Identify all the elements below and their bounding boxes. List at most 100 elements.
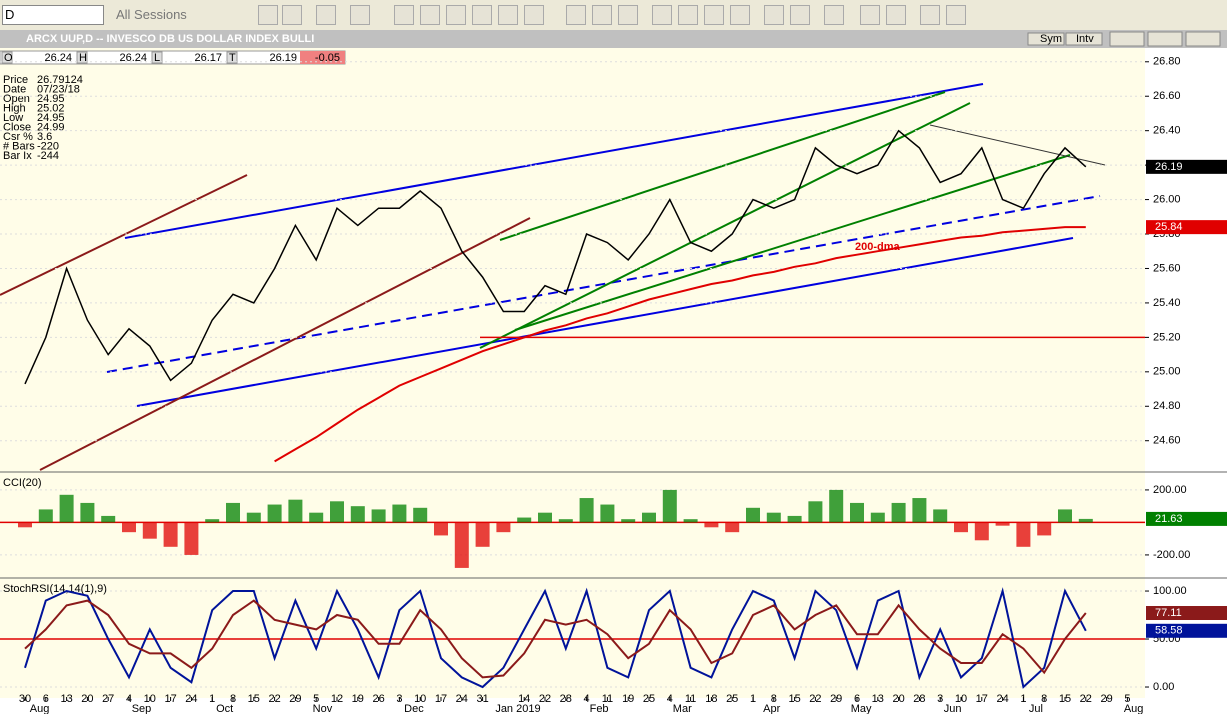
x-tick-label: 6 bbox=[43, 693, 49, 705]
y-tick-label: 26.40 bbox=[1153, 125, 1181, 137]
button[interactable] bbox=[730, 5, 750, 25]
min-button[interactable] bbox=[1109, 31, 1145, 47]
max-button[interactable] bbox=[1147, 31, 1183, 47]
x-month-label: Dec bbox=[404, 703, 424, 714]
info-value: -244 bbox=[37, 150, 59, 162]
ohlc-key-box bbox=[226, 51, 238, 64]
x-month-label: Aug bbox=[30, 703, 50, 714]
x-tick-label: 29 bbox=[289, 693, 301, 705]
button[interactable] bbox=[282, 5, 302, 25]
cci-bar bbox=[974, 522, 989, 541]
annotation: 200-dma bbox=[855, 241, 901, 253]
x-tick-label: 28 bbox=[560, 693, 572, 705]
ohlc-key: L bbox=[154, 52, 160, 64]
button[interactable] bbox=[824, 5, 844, 25]
x-tick-label: 22 bbox=[539, 693, 551, 705]
cci-bar bbox=[371, 509, 386, 523]
x-tick-label: 1 bbox=[209, 693, 215, 705]
button[interactable] bbox=[498, 5, 518, 25]
info-value: 25.02 bbox=[37, 102, 65, 114]
x-tick-label: 30 bbox=[19, 693, 31, 705]
cci-bar bbox=[600, 504, 615, 523]
y-tick-label: 200.00 bbox=[1153, 484, 1187, 496]
button[interactable] bbox=[524, 5, 544, 25]
chart-title: ARCX UUP,D -- INVESCO DB US DOLLAR INDEX… bbox=[26, 33, 314, 45]
intv-button[interactable] bbox=[1065, 32, 1103, 46]
cci-bar bbox=[226, 502, 240, 523]
x-month-label: Mar bbox=[673, 703, 692, 714]
button[interactable] bbox=[946, 5, 966, 25]
change: -0.05 bbox=[315, 52, 340, 64]
series-line bbox=[274, 226, 1086, 463]
sym-button[interactable] bbox=[1027, 32, 1065, 46]
sessions[interactable]: All Sessions bbox=[116, 7, 187, 22]
x-tick-label: 5 bbox=[313, 693, 319, 705]
ohlc-value: 26.24 bbox=[119, 52, 147, 64]
info-label: High bbox=[3, 102, 26, 114]
cci-bar bbox=[309, 512, 324, 523]
button[interactable] bbox=[790, 5, 810, 25]
button[interactable] bbox=[704, 5, 724, 25]
cci-bar bbox=[746, 507, 760, 523]
cci-bar bbox=[1037, 522, 1052, 536]
y-tick-label: 24.60 bbox=[1153, 435, 1181, 447]
button[interactable] bbox=[566, 5, 586, 25]
button[interactable] bbox=[316, 5, 336, 25]
x-tick-label: 8 bbox=[230, 693, 236, 705]
y-tick-label: -200.00 bbox=[1153, 549, 1190, 561]
cci-bar bbox=[787, 515, 802, 523]
button[interactable] bbox=[764, 5, 784, 25]
x-tick-label: 4 bbox=[584, 693, 590, 705]
x-tick-label: 20 bbox=[81, 693, 93, 705]
x-tick-label: 10 bbox=[414, 693, 426, 705]
button[interactable] bbox=[350, 5, 370, 25]
cci-bar bbox=[850, 502, 864, 523]
x-tick-label: 24 bbox=[185, 693, 197, 705]
ohlc-key-box bbox=[151, 51, 163, 64]
cci-bar bbox=[38, 509, 53, 523]
cci-bar bbox=[558, 519, 573, 523]
last-value-box bbox=[1146, 606, 1227, 621]
cci-bar bbox=[995, 522, 1010, 526]
y-tick-label: 25.00 bbox=[1153, 366, 1181, 378]
x-month-label: Jun bbox=[944, 703, 962, 714]
series-line bbox=[24, 599, 1087, 679]
x-month-label: May bbox=[851, 703, 872, 714]
button[interactable] bbox=[258, 5, 278, 25]
x-tick-label: 14 bbox=[518, 693, 530, 705]
cci-bar bbox=[350, 506, 365, 523]
x-tick-label: 19 bbox=[352, 693, 364, 705]
button[interactable] bbox=[472, 5, 492, 25]
x-tick-label: 17 bbox=[976, 693, 988, 705]
info-value: 26.79124 bbox=[37, 74, 83, 86]
symbol-box[interactable]: D bbox=[2, 5, 104, 25]
cci-bar bbox=[704, 522, 719, 528]
cci-bar bbox=[101, 515, 116, 523]
x-tick-label: 22 bbox=[809, 693, 821, 705]
button[interactable] bbox=[420, 5, 440, 25]
x-tick-label: 29 bbox=[830, 693, 842, 705]
x-tick-label: 10 bbox=[955, 693, 967, 705]
last-value: 21.63 bbox=[1155, 513, 1183, 525]
button[interactable] bbox=[652, 5, 672, 25]
x-tick-label: 24 bbox=[456, 693, 468, 705]
button[interactable] bbox=[592, 5, 612, 25]
ohlc-key-box bbox=[1, 51, 13, 64]
x-tick-label: 22 bbox=[268, 693, 280, 705]
cci-bar bbox=[579, 498, 594, 523]
x-tick-label: 6 bbox=[854, 693, 860, 705]
button[interactable] bbox=[618, 5, 638, 25]
x-tick-label: 4 bbox=[126, 693, 132, 705]
button[interactable] bbox=[920, 5, 940, 25]
cci-bar bbox=[1016, 522, 1031, 547]
button[interactable] bbox=[678, 5, 698, 25]
cci-bar bbox=[122, 522, 136, 533]
button[interactable] bbox=[446, 5, 466, 25]
button[interactable] bbox=[860, 5, 880, 25]
button[interactable] bbox=[394, 5, 414, 25]
close-button[interactable] bbox=[1185, 31, 1221, 47]
cci-bar bbox=[912, 498, 927, 523]
last-value: 26.19 bbox=[1155, 161, 1183, 173]
button[interactable] bbox=[886, 5, 906, 25]
cci-bar bbox=[621, 519, 636, 523]
